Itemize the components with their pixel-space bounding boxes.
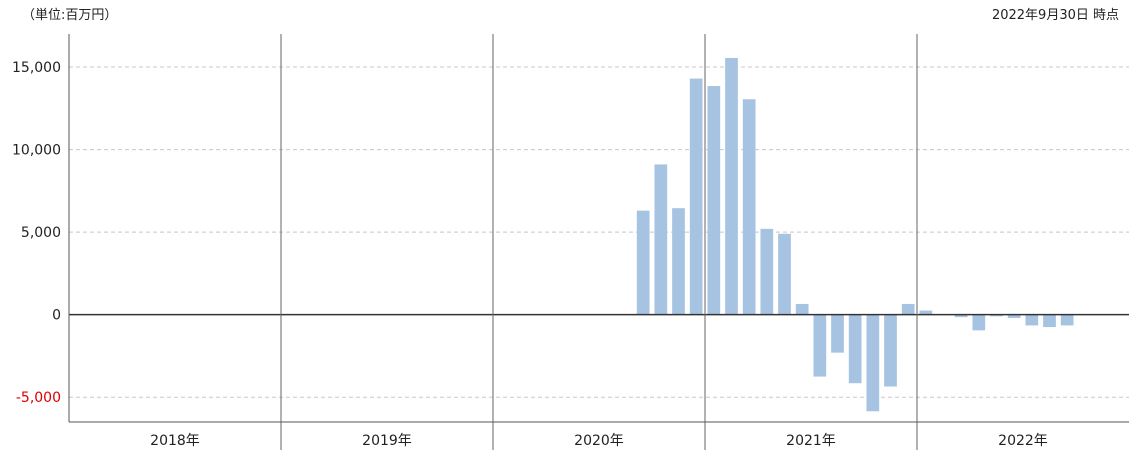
bar — [725, 57, 738, 315]
bar — [813, 314, 827, 377]
x-year-label: 2021年 — [786, 433, 836, 449]
bar — [954, 314, 968, 318]
bar — [760, 228, 774, 315]
bar — [919, 310, 933, 315]
y-tick-label: -5,000 — [16, 390, 61, 406]
bar — [795, 303, 809, 315]
bar — [778, 233, 791, 315]
y-tick-label: 10,000 — [12, 143, 61, 159]
bar — [1007, 314, 1021, 318]
bar — [990, 314, 1003, 317]
bar — [972, 314, 986, 331]
y-tick-label: 5,000 — [21, 225, 61, 241]
bar — [866, 314, 880, 412]
y-tick-label: 15,000 — [12, 60, 61, 76]
x-year-label: 2020年 — [574, 433, 624, 449]
bar — [848, 314, 862, 384]
bar — [1025, 314, 1039, 326]
bar — [901, 303, 915, 315]
bar — [654, 164, 668, 315]
bar — [689, 78, 703, 315]
bar — [1043, 314, 1056, 328]
y-tick-label: 0 — [52, 308, 61, 324]
bar — [1060, 314, 1074, 326]
bar — [831, 314, 844, 353]
bar — [742, 99, 756, 315]
x-year-label: 2018年 — [150, 433, 200, 449]
bar — [707, 86, 721, 315]
bar — [636, 210, 650, 315]
bar — [884, 314, 897, 387]
as-of-date-label: 2022年9月30日 時点 — [991, 8, 1119, 23]
x-year-label: 2019年 — [362, 433, 412, 449]
bar — [672, 208, 685, 315]
unit-label: （単位:百万円） — [22, 8, 118, 23]
x-year-label: 2022年 — [998, 433, 1048, 449]
